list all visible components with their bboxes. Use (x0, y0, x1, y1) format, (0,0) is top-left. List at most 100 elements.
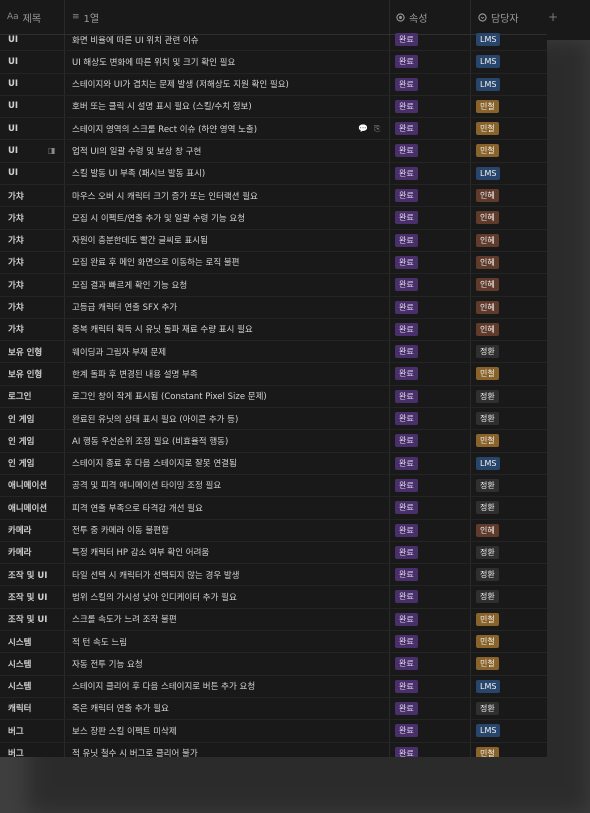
row-owner-cell[interactable]: 민철 (476, 609, 499, 630)
row-category[interactable]: 인 게임 (8, 436, 35, 447)
row-category[interactable]: UI (8, 79, 19, 90)
row-name[interactable]: 업적 UI의 일괄 수령 및 보상 창 구현 (72, 146, 202, 157)
table-row[interactable]: 시스템 적 턴 속도 느림 완료 민철 (0, 631, 547, 654)
table-row[interactable]: 가챠 자원이 충분한데도 빨간 글씨로 표시됨 완료 인혜 (0, 230, 547, 252)
row-owner-cell[interactable]: 정환 (476, 475, 499, 496)
row-category[interactable]: 보유 인형 (8, 369, 43, 380)
row-status-cell[interactable]: 완료 (395, 207, 418, 228)
row-name[interactable]: 호버 또는 클릭 시 설명 표시 필요 (스킬/수치 정보) (72, 102, 252, 113)
row-category[interactable]: 가챠 (8, 303, 24, 314)
row-category[interactable]: UI (8, 101, 19, 112)
table-row[interactable]: 가챠 모집 시 이펙트/연출 추가 및 일괄 수령 기능 요청 완료 인혜 (0, 207, 547, 230)
column-header-category[interactable]: Aa 제목 (7, 0, 41, 34)
table-row[interactable]: 인 게임 AI 행동 우선순위 조정 필요 (비효율적 행동) 완료 민철 (0, 430, 547, 453)
row-category[interactable]: 가챠 (8, 325, 24, 336)
table-row[interactable]: UI 호버 또는 클릭 시 설명 표시 필요 (스킬/수치 정보) 완료 민철 (0, 96, 547, 119)
table-row[interactable]: 조작 및 UI 타일 선택 시 캐릭터가 선택되지 않는 경우 발생 완료 정환 (0, 564, 547, 587)
row-owner-cell[interactable]: 인혜 (476, 252, 499, 273)
row-owner-cell[interactable]: 인혜 (476, 520, 499, 541)
row-owner-cell[interactable]: LMS (476, 163, 501, 184)
row-status-cell[interactable]: 완료 (395, 542, 418, 563)
table-row[interactable]: 보유 인형 한계 돌파 후 변경된 내용 설명 부족 완료 민철 (0, 363, 547, 386)
table-row[interactable]: 버그 적 유닛 철수 시 버그로 클리어 불가 완료 민철 (0, 743, 547, 757)
table-row[interactable]: 가챠 고등급 캐릭터 연출 SFX 추가 완료 인혜 (0, 297, 547, 319)
row-status-cell[interactable]: 완료 (395, 453, 418, 474)
row-owner-cell[interactable]: LMS (476, 676, 501, 697)
row-name[interactable]: 자동 전투 기능 요청 (72, 659, 143, 670)
row-category[interactable]: 캐릭터 (8, 704, 32, 715)
row-status-cell[interactable]: 완료 (395, 140, 418, 161)
row-name[interactable]: 스테이지 영역의 스크롤 Rect 이슈 (하얀 영역 노출) (72, 124, 258, 135)
row-status-cell[interactable]: 완료 (395, 386, 418, 407)
row-name[interactable]: 마우스 오버 시 캐릭터 크기 증가 또는 인터랙션 필요 (72, 191, 258, 202)
row-name[interactable]: 모집 완료 후 메인 화면으로 이동하는 로직 불편 (72, 258, 240, 269)
row-category[interactable]: 인 게임 (8, 414, 35, 425)
table-row[interactable]: 가챠 모집 완료 후 메인 화면으로 이동하는 로직 불편 완료 인혜 (0, 252, 547, 275)
row-status-cell[interactable]: 완료 (395, 163, 418, 184)
row-owner-cell[interactable]: LMS (476, 29, 501, 50)
row-name[interactable]: 스크롤 속도가 느려 조작 불편 (72, 615, 177, 626)
row-status-cell[interactable]: 완료 (395, 363, 418, 384)
row-category[interactable]: UI (8, 34, 19, 45)
row-category[interactable]: 가챠 (8, 191, 24, 202)
row-category[interactable]: 버그 (8, 726, 24, 737)
row-name[interactable]: 웨이딩과 그림자 부재 문제 (72, 347, 167, 358)
table-row[interactable]: 시스템 자동 전투 기능 요청 완료 민철 (0, 653, 547, 676)
row-name[interactable]: 모집 시 이펙트/연출 추가 및 일괄 수령 기능 요청 (72, 213, 246, 224)
row-category[interactable]: 조작 및 UI (8, 570, 48, 581)
table-row[interactable]: 인 게임 스테이지 종료 후 다음 스테이지로 잘못 연결됨 완료 LMS (0, 453, 547, 475)
row-status-cell[interactable]: 완료 (395, 96, 418, 117)
row-status-cell[interactable]: 완료 (395, 609, 418, 630)
row-category[interactable]: 가챠 (8, 213, 24, 224)
row-status-cell[interactable]: 완료 (395, 631, 418, 652)
row-status-cell[interactable]: 완료 (395, 430, 418, 451)
table-row[interactable]: UI 스킬 발동 UI 부족 (패시브 발동 표시) 완료 LMS (0, 163, 547, 186)
row-owner-cell[interactable]: 정환 (476, 586, 499, 607)
table-row[interactable]: 가챠 모집 결과 빠르게 확인 기능 요청 완료 인혜 (0, 274, 547, 297)
column-header-status[interactable]: 속성 (396, 0, 427, 34)
table-row[interactable]: 가챠 마우스 오버 시 캐릭터 크기 증가 또는 인터랙션 필요 완료 인혜 (0, 185, 547, 208)
row-owner-cell[interactable]: 인혜 (476, 274, 499, 295)
row-name[interactable]: 범위 스킬의 가시성 낮아 인디케이터 추가 필요 (72, 592, 237, 603)
row-category[interactable]: 가챠 (8, 236, 24, 247)
row-owner-cell[interactable]: 인혜 (476, 185, 499, 206)
row-name[interactable]: 타일 선택 시 캐릭터가 선택되지 않는 경우 발생 (72, 570, 240, 581)
table-row[interactable]: 캐릭터 죽은 캐릭터 연출 추가 필요 완료 정환 (0, 698, 547, 721)
row-category[interactable]: 가챠 (8, 280, 24, 291)
row-category[interactable]: 애니메이션 (8, 481, 48, 492)
row-status-cell[interactable]: 완료 (395, 743, 418, 757)
row-owner-cell[interactable]: 인혜 (476, 319, 499, 340)
row-name[interactable]: 적 유닛 철수 시 버그로 클리어 불가 (72, 749, 198, 757)
row-name[interactable]: 스테이지와 UI가 겹치는 문제 발생 (저해상도 지원 확인 필요) (72, 80, 289, 91)
row-name[interactable]: 자원이 충분한데도 빨간 글씨로 표시됨 (72, 236, 208, 247)
row-status-cell[interactable]: 완료 (395, 230, 418, 251)
row-owner-cell[interactable]: 정환 (476, 497, 499, 518)
table-row[interactable]: 보유 인형 웨이딩과 그림자 부재 문제 완료 정환 (0, 341, 547, 364)
row-category[interactable]: 로그인 (8, 392, 32, 403)
copy-icon[interactable]: ⎘ (373, 123, 381, 133)
row-name[interactable]: 화면 비율에 따른 UI 위치 관련 이슈 (72, 35, 199, 46)
row-status-cell[interactable]: 완료 (395, 274, 418, 295)
comment-icon[interactable]: 💬 (358, 124, 368, 134)
row-name[interactable]: 스테이지 종료 후 다음 스테이지로 잘못 연결됨 (72, 459, 237, 470)
row-owner-cell[interactable]: 민철 (476, 96, 499, 117)
row-name[interactable]: 로그인 창이 작게 표시됨 (Constant Pixel Size 문제) (72, 392, 267, 403)
row-name[interactable]: 특정 캐릭터 HP 감소 여부 확인 어려움 (72, 548, 210, 559)
table-row[interactable]: 로그인 로그인 창이 작게 표시됨 (Constant Pixel Size 문제… (0, 386, 547, 409)
table-row[interactable]: 인 게임 완료된 유닛의 상태 표시 필요 (아이콘 추가 등) 완료 정환 (0, 408, 547, 431)
row-owner-cell[interactable]: 정환 (476, 542, 499, 563)
row-owner-cell[interactable]: 민철 (476, 631, 499, 652)
row-status-cell[interactable]: 완료 (395, 564, 418, 585)
row-category[interactable]: UI (8, 56, 19, 67)
row-status-cell[interactable]: 완료 (395, 341, 418, 362)
row-name[interactable]: 모집 결과 빠르게 확인 기능 요청 (72, 280, 188, 291)
table-row[interactable]: UI 스테이지와 UI가 겹치는 문제 발생 (저해상도 지원 확인 필요) 완료 L… (0, 74, 547, 96)
row-name[interactable]: 전투 중 카메라 이동 불편함 (72, 526, 169, 537)
row-category[interactable]: 애니메이션 (8, 503, 48, 514)
row-status-cell[interactable]: 완료 (395, 720, 418, 741)
row-owner-cell[interactable]: 정환 (476, 408, 499, 429)
row-category[interactable]: UI (8, 123, 19, 134)
row-owner-cell[interactable]: 민철 (476, 118, 499, 139)
row-name[interactable]: 완료된 유닛의 상태 표시 필요 (아이콘 추가 등) (72, 414, 239, 425)
row-name[interactable]: UI 해상도 변화에 따른 위치 및 크기 확인 필요 (72, 57, 236, 68)
